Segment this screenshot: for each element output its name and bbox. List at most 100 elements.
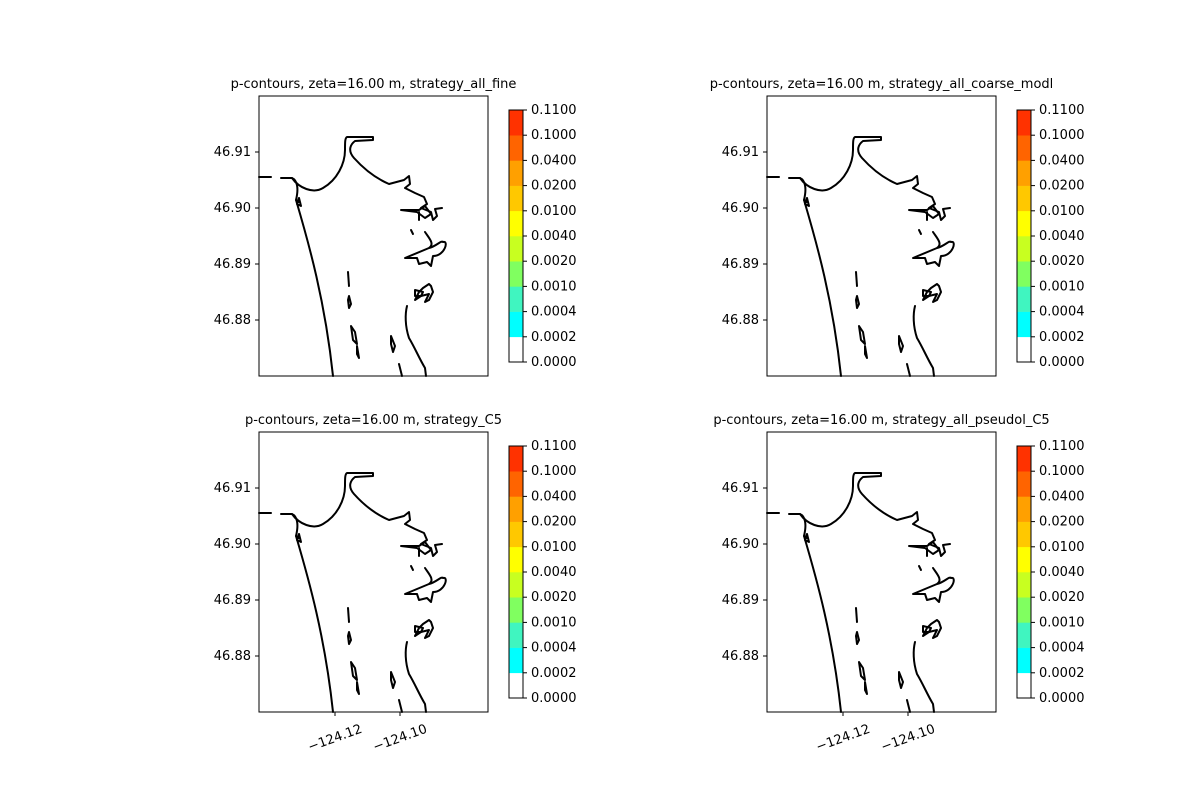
colorbar-tick-label: 0.0040 (531, 229, 577, 244)
coastline-segment (912, 231, 955, 267)
colorbar-tick-label: 0.0400 (1039, 153, 1085, 168)
coastline-segment (398, 699, 403, 713)
y-tick-label: 46.88 (214, 313, 251, 328)
coastline-segment (912, 567, 955, 603)
y-tick-label: 46.88 (722, 649, 759, 664)
coastline-segment (912, 305, 935, 377)
colorbar-tick-label: 0.1000 (531, 128, 577, 143)
colorbar-segment (1017, 622, 1031, 648)
coastline-segment (858, 661, 866, 681)
coastline-segment (804, 533, 810, 543)
colorbar-tick-label: 0.1000 (1039, 464, 1085, 479)
panel-bottom-left: p-contours, zeta=16.00 m, strategy_C5 46.… (214, 413, 577, 755)
colorbar-tick-label: 0.0004 (1039, 641, 1085, 656)
coastline (258, 136, 447, 377)
coastline-segment (858, 325, 866, 345)
coastline (258, 472, 447, 713)
colorbar-tick-label: 0.0010 (1039, 279, 1085, 294)
colorbar-tick-label: 0.0002 (531, 330, 577, 345)
coastline-segment (799, 136, 951, 221)
coastline-segment (410, 565, 414, 571)
y-tick-label: 46.91 (722, 145, 759, 160)
colorbar-segment (1017, 261, 1031, 287)
y-tick-label: 46.90 (722, 201, 759, 216)
colorbar-segment (1017, 311, 1031, 338)
colorbar-segment (509, 311, 523, 338)
colorbar-tick-label: 0.1000 (1039, 128, 1085, 143)
coastline-segment (347, 271, 350, 287)
coastline-segment (864, 681, 868, 695)
colorbar-tick-label: 0.0100 (531, 204, 577, 219)
colorbar-tick-label: 0.0100 (1039, 540, 1085, 555)
colorbar-segment (509, 672, 523, 699)
y-tick-label: 46.91 (214, 145, 251, 160)
colorbar-tick-label: 0.0400 (531, 153, 577, 168)
coastline-segment (347, 631, 352, 645)
colorbar-segment (509, 471, 523, 497)
coastline-segment (356, 681, 360, 695)
colorbar-tick-label: 0.0020 (1039, 254, 1085, 269)
colorbar-segment (509, 236, 523, 262)
y-tick-label: 46.89 (722, 593, 759, 608)
panel-title: p-contours, zeta=16.00 m, strategy_C5 (245, 413, 502, 428)
colorbar-tick-label: 0.0020 (531, 590, 577, 605)
coastline-segment (922, 289, 932, 297)
panel-top-left: p-contours, zeta=16.00 m, strategy_all_f… (214, 77, 577, 377)
colorbar-tick-label: 0.0200 (531, 515, 577, 530)
colorbar-tick-label: 0.0040 (1039, 565, 1085, 580)
colorbar-tick-label: 0.1100 (531, 439, 577, 454)
x-tick-label: −124.10 (879, 722, 937, 755)
colorbar-tick-label: 0.0100 (1039, 204, 1085, 219)
colorbar: 0.0000 0.0002 0.0004 0.0010 0.0020 0.0040 0.01… (1016, 103, 1085, 370)
colorbar-segment (509, 336, 523, 363)
coastline-segment (922, 625, 932, 633)
colorbar-tick-label: 0.0002 (1039, 330, 1085, 345)
coastline-segment (855, 271, 858, 287)
x-tick-label: −124.10 (371, 722, 429, 755)
colorbar-segment (1017, 546, 1031, 573)
panel-title: p-contours, zeta=16.00 m, strategy_all_c… (710, 77, 1054, 92)
coastline-segment (918, 565, 922, 571)
coastline-segment (296, 533, 302, 543)
colorbar-segment (509, 647, 523, 674)
coastline-segment (398, 363, 403, 377)
colorbar-segment (509, 597, 523, 623)
y-tick-label: 46.90 (722, 537, 759, 552)
colorbar-segment (1017, 471, 1031, 497)
coastline-segment (350, 325, 358, 345)
colorbar-segment (509, 210, 523, 237)
colorbar-segment (1017, 521, 1031, 548)
colorbar-tick-label: 0.0010 (531, 615, 577, 630)
coastline-segment (855, 607, 858, 623)
colorbar-segment (509, 622, 523, 648)
colorbar-segment (509, 446, 523, 472)
colorbar-segment (1017, 672, 1031, 699)
colorbar-segment (509, 160, 523, 186)
colorbar-segment (1017, 210, 1031, 237)
y-tick-label: 46.91 (214, 481, 251, 496)
panel-bottom-right: p-contours, zeta=16.00 m, strategy_all_p… (713, 413, 1084, 755)
coastline-segment (864, 345, 868, 359)
colorbar: 0.0000 0.0002 0.0004 0.0010 0.0020 0.0040 0.01… (508, 439, 577, 706)
coastline-segment (404, 641, 427, 713)
colorbar-segment (1017, 446, 1031, 472)
coastline-segment (350, 661, 358, 681)
colorbar-tick-label: 0.0004 (1039, 305, 1085, 320)
colorbar-tick-label: 0.0010 (1039, 615, 1085, 630)
coastline-segment (291, 472, 443, 557)
colorbar-segment (1017, 135, 1031, 161)
colorbar-tick-label: 0.0040 (531, 565, 577, 580)
colorbar-tick-label: 0.0020 (531, 254, 577, 269)
coastline-segment (898, 335, 904, 353)
coastline-segment (410, 229, 414, 235)
colorbar-tick-label: 0.0400 (1039, 489, 1085, 504)
colorbar-tick-label: 0.0200 (1039, 515, 1085, 530)
coastline-segment (908, 541, 940, 555)
colorbar: 0.0000 0.0002 0.0004 0.0010 0.0020 0.0040 0.01… (508, 103, 577, 370)
coastline-segment (414, 289, 424, 297)
y-tick-label: 46.90 (214, 537, 251, 552)
coastline-segment (799, 472, 951, 557)
coastline-segment (855, 631, 860, 645)
colorbar-tick-label: 0.0040 (1039, 229, 1085, 244)
